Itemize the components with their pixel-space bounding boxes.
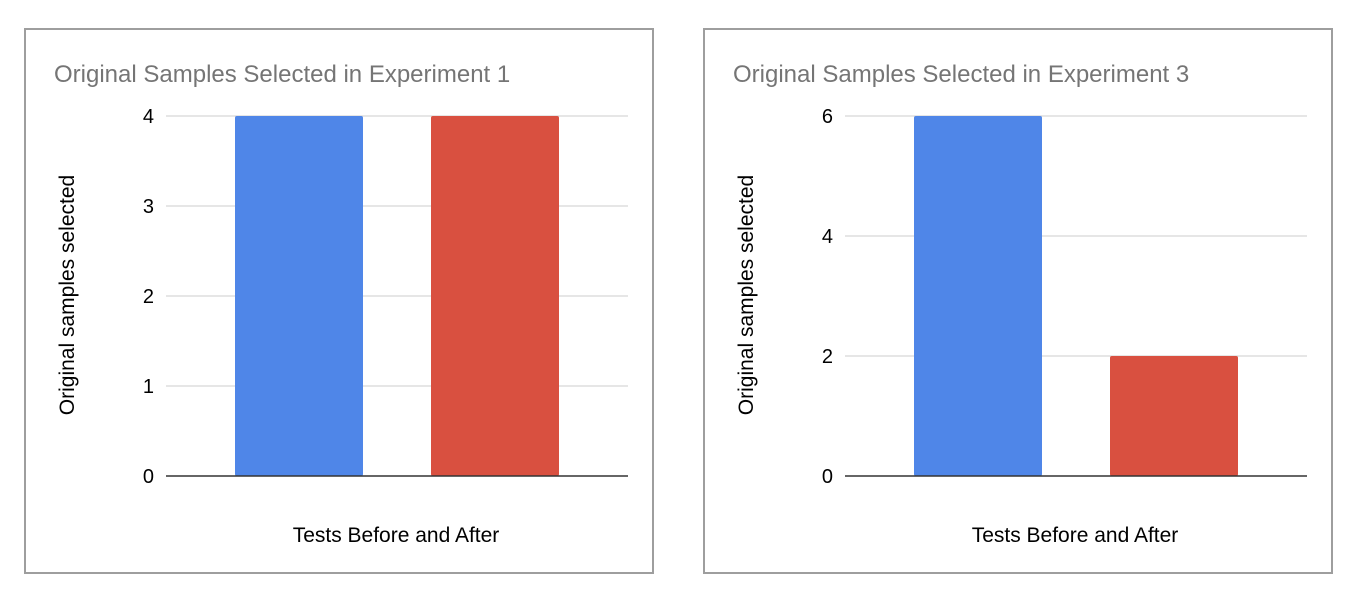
- bar-chart-experiment-1: Original Samples Selected in Experiment …: [54, 61, 628, 547]
- bar-chart-experiment-3: Original Samples Selected in Experiment …: [733, 61, 1307, 547]
- y-tick-label: 2: [143, 286, 154, 308]
- y-axis-label: Original samples selected: [735, 175, 758, 415]
- y-tick-label: 0: [143, 466, 154, 488]
- bar: [431, 116, 559, 476]
- y-tick-label: 2: [822, 346, 833, 368]
- x-axis-label: Tests Before and After: [293, 524, 500, 547]
- chart-title: Original Samples Selected in Experiment …: [54, 61, 510, 88]
- y-tick-label: 3: [143, 196, 154, 218]
- y-tick-label: 4: [822, 226, 833, 248]
- x-axis-label: Tests Before and After: [972, 524, 1179, 547]
- bar: [235, 116, 363, 476]
- y-tick-label: 0: [822, 466, 833, 488]
- bar: [1110, 356, 1238, 476]
- y-tick-label: 4: [143, 106, 154, 128]
- plot-area: 0 2 4 6: [822, 106, 1307, 488]
- y-axis-label: Original samples selected: [56, 175, 79, 415]
- chart-panel-experiment-3: Original Samples Selected in Experiment …: [703, 28, 1333, 574]
- y-tick-label: 1: [143, 376, 154, 398]
- y-tick-label: 6: [822, 106, 833, 128]
- chart-panel-experiment-1: Original Samples Selected in Experiment …: [24, 28, 654, 574]
- bar: [914, 116, 1042, 476]
- chart-title: Original Samples Selected in Experiment …: [733, 61, 1189, 88]
- plot-area: 0 1 2 3 4: [143, 106, 628, 488]
